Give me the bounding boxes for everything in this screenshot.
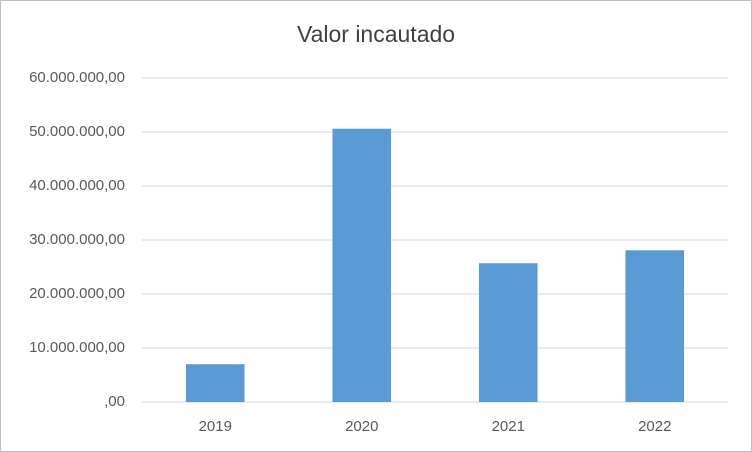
x-tick-label: 2020 [345,418,378,435]
y-tick-label: 20.000.000,00 [29,285,125,302]
x-tick-label: 2022 [638,418,671,435]
y-tick-label: 10.000.000,00 [29,339,125,356]
y-tick-label: 30.000.000,00 [29,231,125,248]
y-tick-label: 60.000.000,00 [29,69,125,86]
bar [332,128,392,402]
bar [625,250,685,402]
bar [185,364,245,402]
y-tick-label: 50.000.000,00 [29,123,125,140]
x-tick-label: 2019 [199,418,232,435]
bar [478,263,538,402]
x-tick-label: 2021 [492,418,525,435]
chart-title: Valor incautado [297,21,455,47]
y-tick-label: 40.000.000,00 [29,177,125,194]
y-tick-label: ,00 [104,393,125,410]
